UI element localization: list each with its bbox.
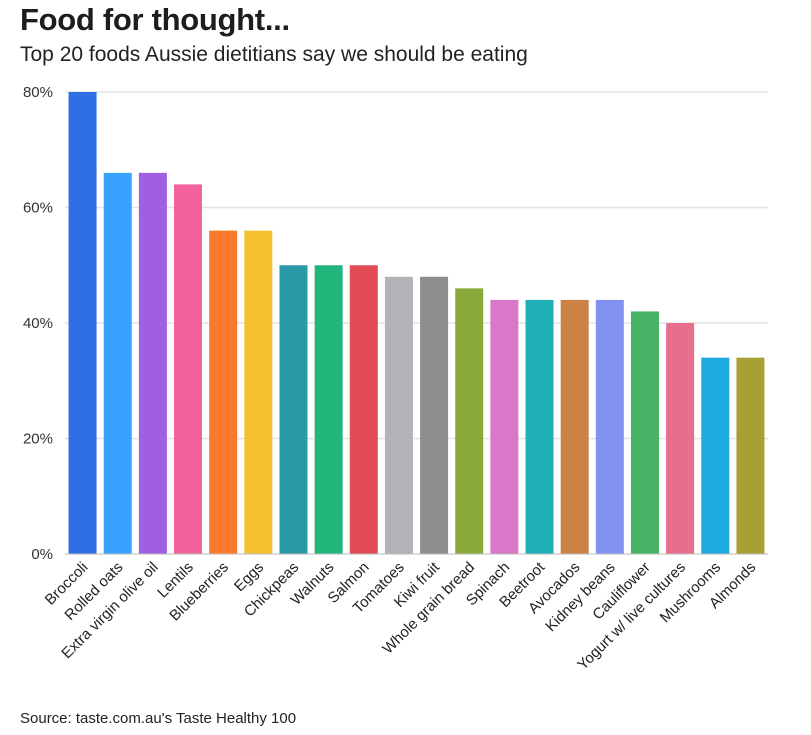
bar xyxy=(701,357,730,554)
y-axis-ticks: 0% 20% 40% 60% 80% xyxy=(23,84,53,563)
chart-subtitle: Top 20 foods Aussie dietitians say we sh… xyxy=(20,43,528,66)
bar xyxy=(349,265,378,554)
bar xyxy=(279,265,308,554)
bar xyxy=(736,357,765,554)
bar xyxy=(209,230,238,554)
source-note: Source: taste.com.au's Taste Healthy 100 xyxy=(20,710,297,727)
bar xyxy=(455,288,484,554)
bar xyxy=(666,323,695,554)
y-tick-label: 60% xyxy=(23,200,53,217)
bar xyxy=(384,276,413,554)
bar xyxy=(174,184,203,554)
y-tick-label: 80% xyxy=(23,84,53,101)
bar xyxy=(630,311,659,554)
bar xyxy=(68,92,97,554)
bar xyxy=(560,299,589,554)
y-tick-label: 40% xyxy=(23,315,53,332)
y-tick-label: 0% xyxy=(31,546,53,563)
bar xyxy=(595,299,624,554)
chart-title: Food for thought... xyxy=(20,2,290,37)
bar xyxy=(490,299,519,554)
bar xyxy=(138,172,167,554)
gridlines xyxy=(65,91,768,440)
bars xyxy=(68,92,765,554)
y-tick-label: 20% xyxy=(23,431,53,448)
bar xyxy=(525,299,554,554)
bar xyxy=(103,172,132,554)
bar xyxy=(420,276,449,554)
bar xyxy=(314,265,343,554)
bar xyxy=(244,230,273,554)
